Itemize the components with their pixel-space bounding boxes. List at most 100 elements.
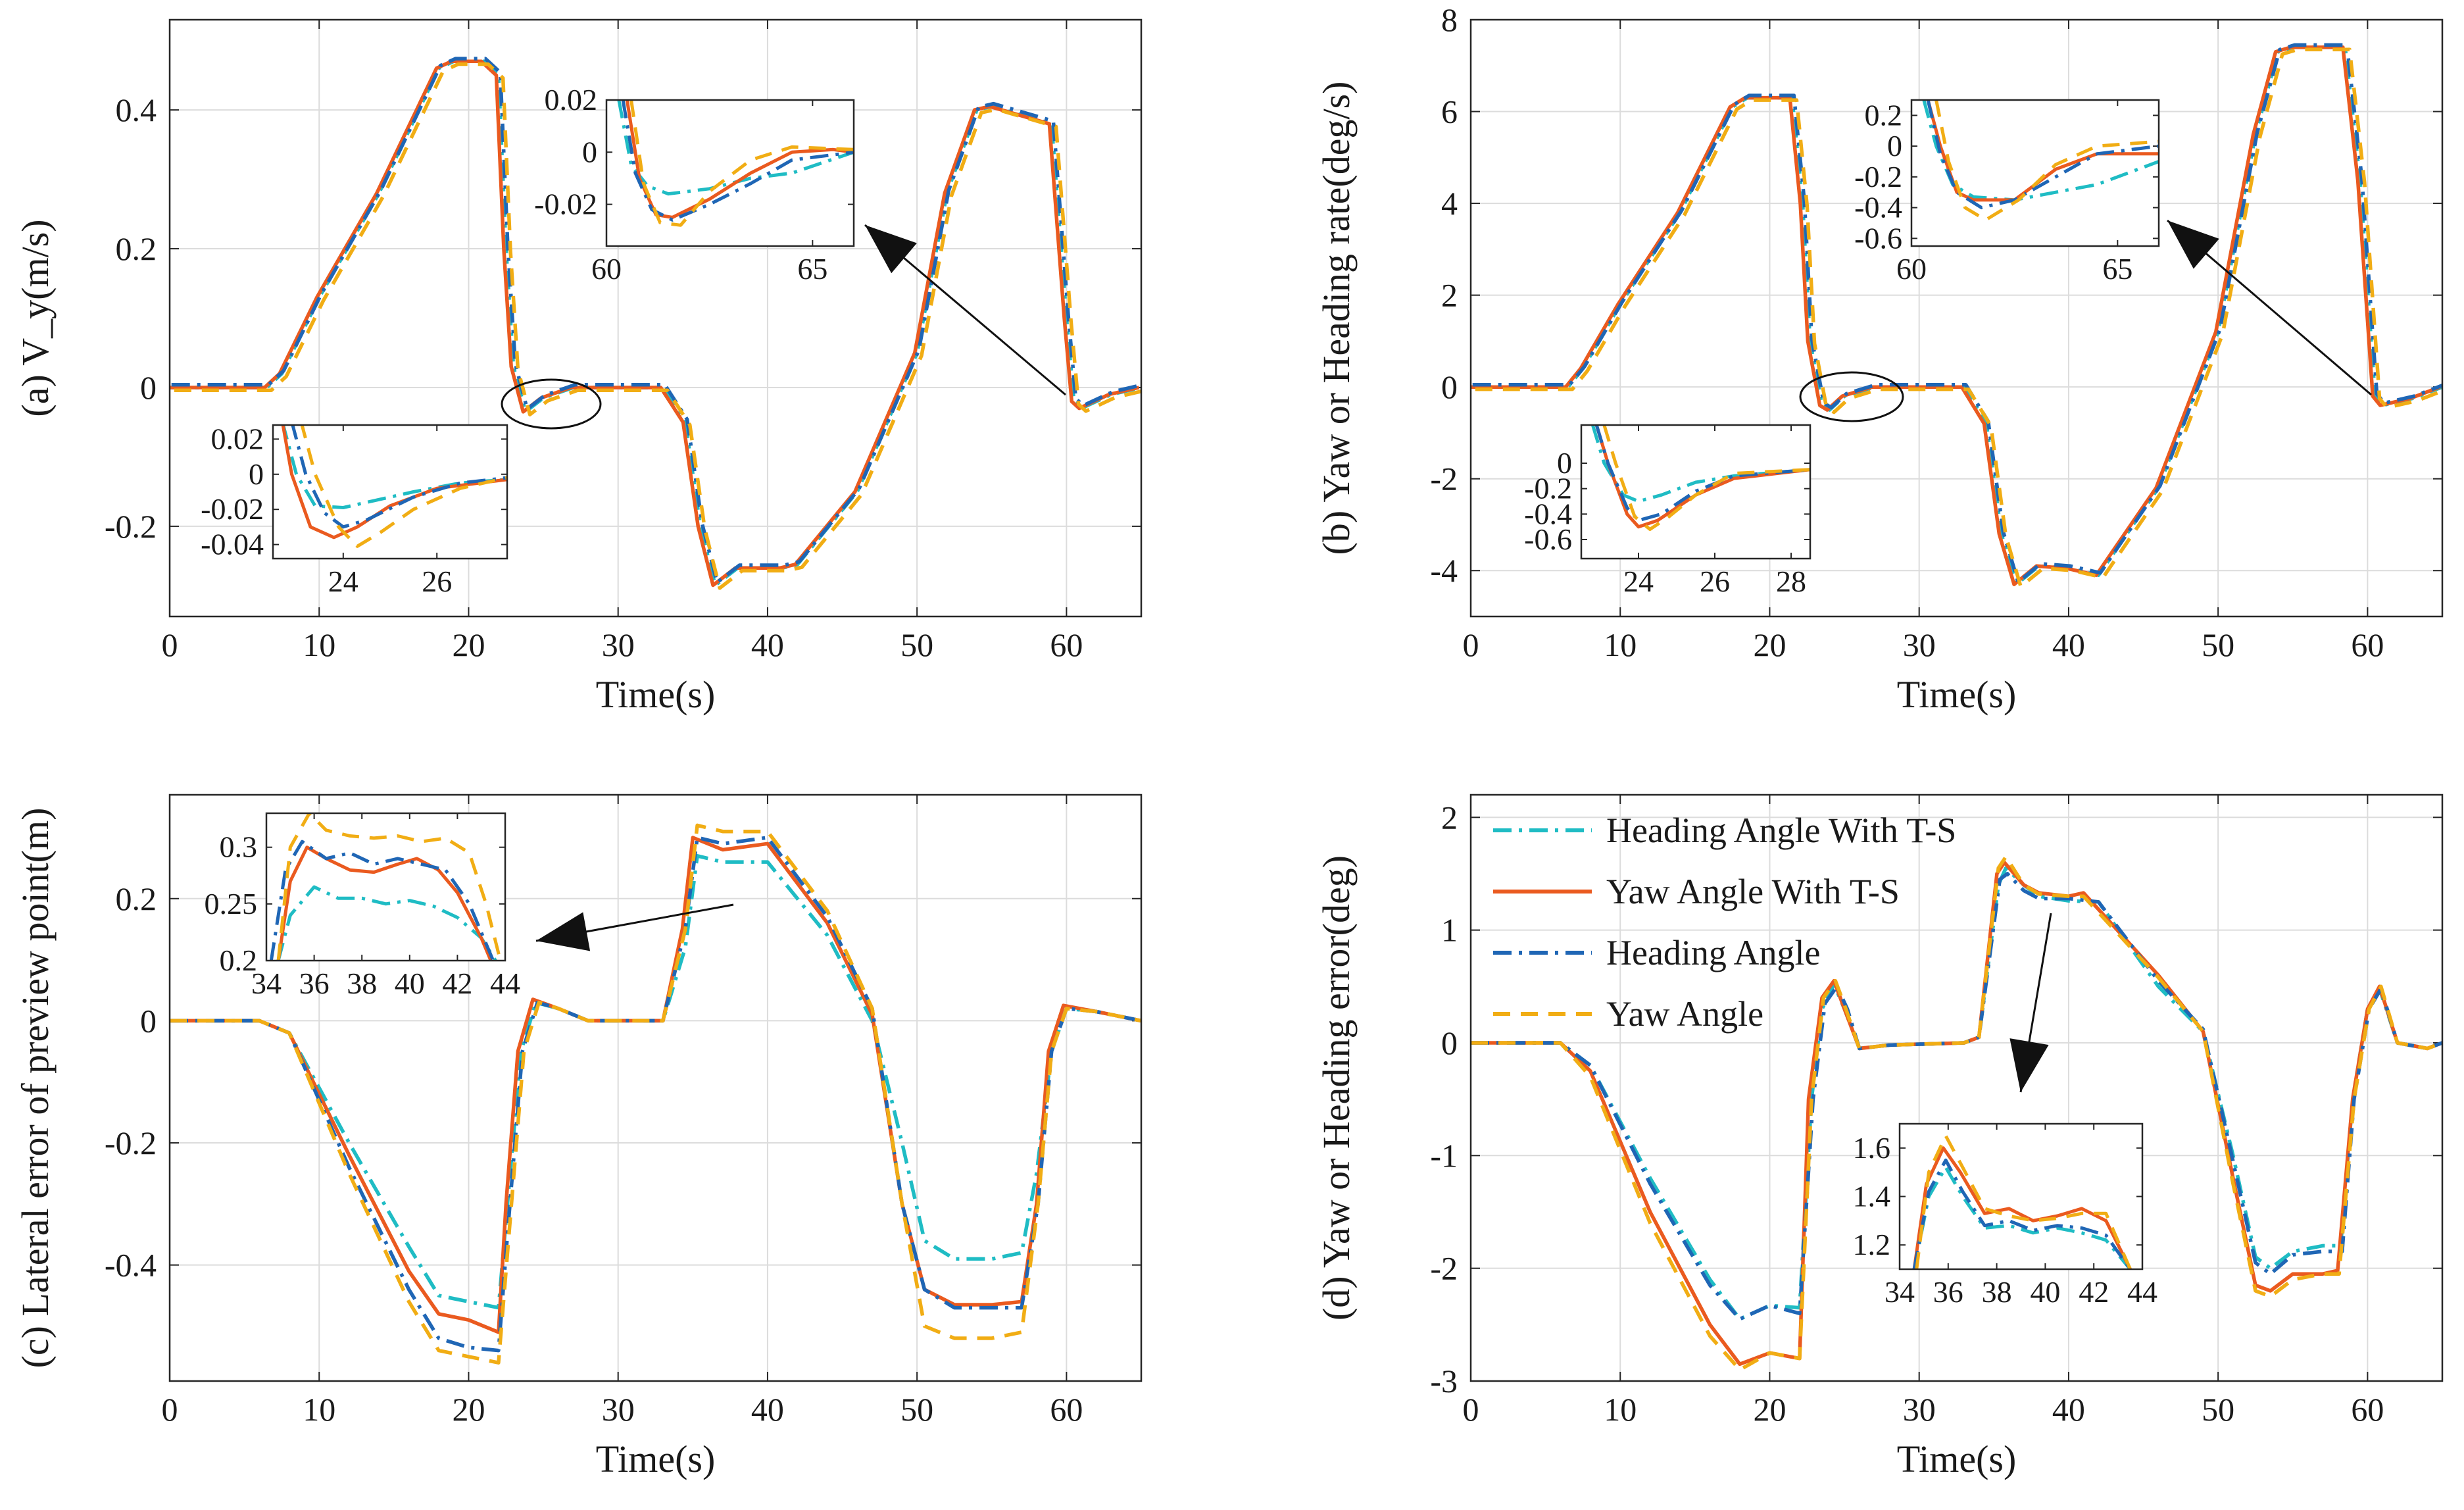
panel-d-xtick-label: 0 <box>1463 1391 1479 1428</box>
d-inset-1-lines <box>1912 1134 2132 1269</box>
b-inset-2-ytick-label: -0.4 <box>1854 191 1902 224</box>
panel-a-ylabel: (a) V_y(m/s) <box>14 219 57 416</box>
panel-b-ytick-label: 8 <box>1441 1 1458 38</box>
panel-d-xtick-label: 60 <box>2351 1391 2384 1428</box>
b-inset-2: 60 65 -0.6-0.4-0.200.2 <box>1854 98 2160 286</box>
panel-d-xlabel: Time(s) <box>1897 1438 2017 1480</box>
panel-d-lines <box>1471 855 2442 1372</box>
panel-a-xtick-label: 20 <box>452 626 485 663</box>
zoom-arrow-b-head <box>2167 220 2219 269</box>
panel-d-xtick-label: 10 <box>1604 1391 1637 1428</box>
c-inset-1: 34 36 38 40 42 44 0.2 0.25 0.3 <box>205 812 520 1000</box>
panel-a-xtick-label: 30 <box>602 626 635 663</box>
panel-a-xtick-label: 60 <box>1050 626 1083 663</box>
panel-c-lines <box>170 823 1141 1365</box>
b-inset-1-frame <box>1580 424 1811 560</box>
c-inset-1-xtick-label: 44 <box>490 967 520 1000</box>
b-inset-1: 24 26 28 -0.6-0.4-0.20 <box>1524 424 1811 598</box>
panel-b-xtick-label: 50 <box>2202 626 2234 663</box>
b-inset-2-series-heading <box>1926 100 2159 210</box>
panel-b-ytick-label: 0 <box>1441 368 1458 405</box>
b-inset-2-ytick-label: -0.6 <box>1854 221 1902 255</box>
c-inset-1-xtick-label: 36 <box>299 967 330 1000</box>
panel-d-xtick-label: 50 <box>2202 1391 2234 1428</box>
d-inset-1-xtick-label: 36 <box>1933 1275 1963 1309</box>
panel-a-frame <box>168 18 1143 618</box>
d-inset-1-xtick-label: 40 <box>2030 1275 2060 1309</box>
b-inset-2-ytick-label: 0.2 <box>1865 98 1903 132</box>
c-inset-1-background <box>266 813 505 961</box>
panel-c-xtick-label: 30 <box>602 1391 635 1428</box>
c-inset-1-ytick-label: 0.2 <box>220 944 258 977</box>
c-inset-1-ytick-label: 0.25 <box>205 887 258 920</box>
panel-b-series-heading <box>1472 43 2442 584</box>
c-inset-1-lines <box>269 813 503 961</box>
a-inset-2-series-heading_ts <box>617 100 854 196</box>
panel-b-frame <box>1469 18 2444 618</box>
a-inset-2-ytick-label: -0.02 <box>534 188 597 221</box>
d-inset-1-ytick-label: 1.4 <box>1853 1180 1891 1213</box>
zoom-arrow-c-head <box>536 912 591 951</box>
a-inset-1-ytick-label: -0.04 <box>201 528 264 561</box>
panel-a-series-heading <box>171 57 1141 585</box>
panel-c-series-yaw <box>170 823 1141 1365</box>
a-inset-1-background <box>273 425 507 559</box>
d-inset-1-xtick-label: 38 <box>1982 1275 2012 1309</box>
panel-c-xtick-label: 50 <box>900 1391 933 1428</box>
b-inset-1-xtick-label: 24 <box>1623 565 1654 598</box>
b-inset-1-series-heading <box>1594 425 1810 522</box>
panel-b-xtick-label: 0 <box>1463 626 1479 663</box>
d-inset-1-xtick-label: 44 <box>2127 1275 2157 1309</box>
legend-label-heading: Heading Angle <box>1606 933 1820 972</box>
panel-a-ytick-label: -0.2 <box>105 508 157 545</box>
panel-c: 0 10 20 30 40 50 60 -0.4 -0.2 0 0.2 Time(s) (c) Late… <box>14 793 1143 1480</box>
c-inset-1-series-heading <box>269 840 495 961</box>
c-inset-1-ytick-label: 0.3 <box>220 830 258 864</box>
panel-d-xtick-label: 30 <box>1903 1391 1936 1428</box>
d-inset-1-series-yaw_ts <box>1912 1146 2132 1269</box>
zoom-ellipse-b <box>1799 371 1904 422</box>
panel-d-ytick-label: 2 <box>1441 799 1458 836</box>
d-inset-1-series-yaw <box>1915 1134 2132 1269</box>
b-inset-2-lines <box>1922 100 2159 222</box>
panel-c-ytick-label: -0.2 <box>105 1124 157 1161</box>
panel-d-series-yaw_ts <box>1471 861 2442 1367</box>
legend-label-heading_ts: Heading Angle With T-S <box>1606 811 1956 850</box>
d-inset-1-frame <box>1898 1122 2144 1271</box>
a-inset-2-frame <box>605 99 855 247</box>
b-inset-1-ytick-label: -0.2 <box>1524 472 1572 505</box>
b-inset-1-background <box>1581 425 1810 559</box>
panel-c-xtick-label: 60 <box>1050 1391 1083 1428</box>
zoom-annotations <box>501 219 2372 1093</box>
a-inset-1-xtick-label: 24 <box>328 565 358 598</box>
panel-b-xtick-label: 20 <box>1753 626 1786 663</box>
a-inset-1-lines <box>281 425 507 548</box>
zoom-ellipse-a <box>501 378 602 430</box>
a-inset-2-lines <box>617 100 854 227</box>
panel-b-xtick-label: 60 <box>2351 626 2384 663</box>
zoom-arrow-d-head <box>2009 1038 2049 1092</box>
panel-d-ylabel: (d) Yaw or Heading error(deg) <box>1315 855 1358 1321</box>
d-inset-1: 34 36 38 40 42 44 1.2 1.4 1.6 <box>1853 1122 2157 1309</box>
a-inset-2-xtick-label: 60 <box>591 252 622 286</box>
a-inset-2-series-yaw <box>629 100 854 227</box>
panel-b-series-yaw_ts <box>1471 45 2441 586</box>
b-inset-2-ytick-label: -0.2 <box>1854 160 1902 193</box>
a-inset-2-xtick-label: 65 <box>797 252 827 286</box>
c-inset-1-xtick-label: 40 <box>395 967 425 1000</box>
b-inset-1-series-yaw <box>1602 425 1810 531</box>
d-inset-1-ytick-label: 1.2 <box>1853 1228 1891 1261</box>
panel-d: 0 10 20 30 40 50 60 -3 -2 -1 0 1 2 Time(s) (d) Yaw or … <box>1315 793 2444 1480</box>
panel-b-lines <box>1471 43 2442 589</box>
panel-b-ytick-label: 2 <box>1441 277 1458 314</box>
b-inset-2-background <box>1911 100 2159 246</box>
panel-d-series-yaw <box>1471 855 2442 1372</box>
d-inset-1-series-heading <box>1912 1158 2132 1269</box>
b-inset-2-series-yaw_ts <box>1926 100 2159 202</box>
b-inset-2-ytick-label: 0 <box>1887 129 1902 163</box>
c-inset-1-xtick-label: 42 <box>442 967 472 1000</box>
panel-b-ytick-label: 4 <box>1441 185 1458 222</box>
panel-b-xtick-label: 30 <box>1903 626 1936 663</box>
panel-a-xtick-label: 10 <box>303 626 335 663</box>
